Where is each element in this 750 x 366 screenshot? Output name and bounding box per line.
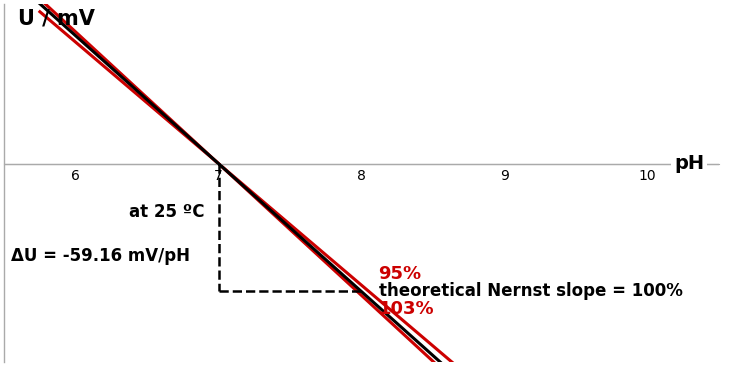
Text: at 25 ºC: at 25 ºC — [129, 203, 204, 221]
Text: U / mV: U / mV — [19, 9, 95, 29]
Text: pH: pH — [674, 154, 704, 173]
Text: theoretical Nernst slope = 100%: theoretical Nernst slope = 100% — [379, 283, 682, 300]
Text: ΔU = -59.16 mV/pH: ΔU = -59.16 mV/pH — [11, 247, 190, 265]
Text: 95%: 95% — [379, 265, 422, 283]
Text: 103%: 103% — [379, 300, 434, 318]
